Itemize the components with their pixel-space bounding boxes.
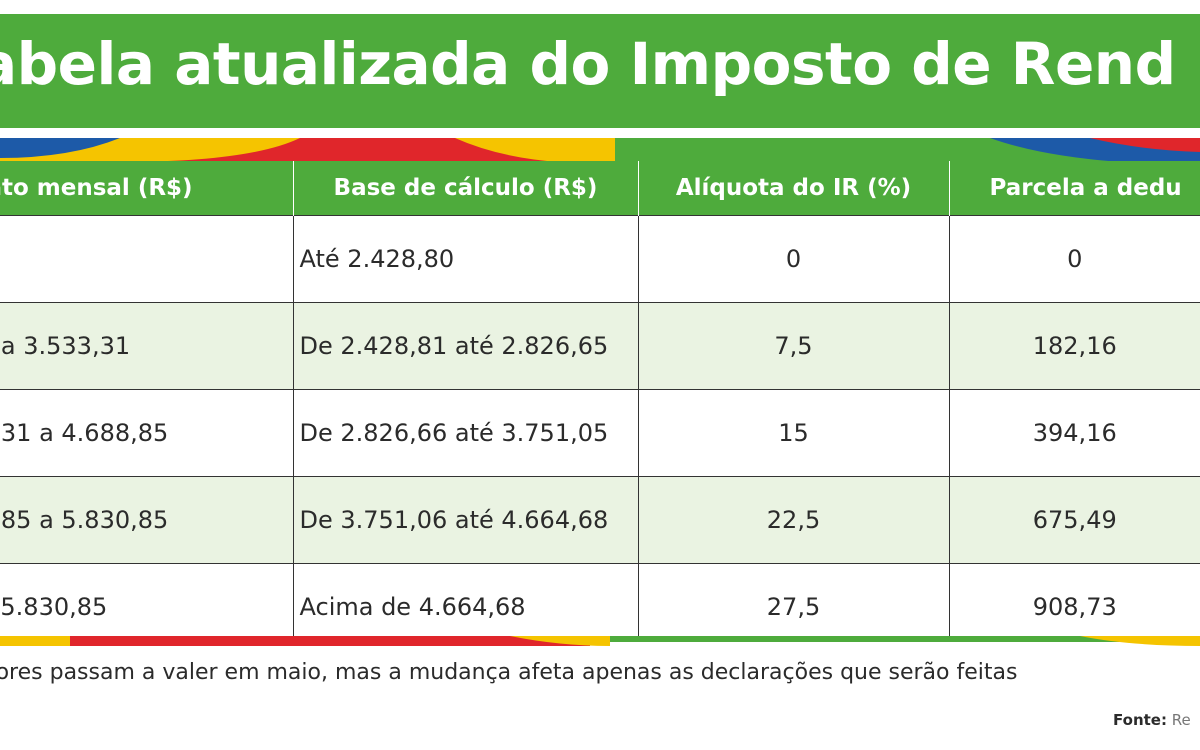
table-cell: De 2.826,66 até 3.751,05 <box>292 389 638 477</box>
table-cell: 908,73 <box>948 563 1200 650</box>
table-cell: 6 a 3.533,31 <box>0 302 293 390</box>
table-cell: 22,5 <box>637 476 949 564</box>
table-cell: 7,5 <box>637 302 949 390</box>
column-header-aliquota: Alíquota do IR (%) <box>637 161 949 216</box>
column-header-rendimento: ento mensal (R$) <box>0 161 293 216</box>
table-cell: 15 <box>637 389 949 477</box>
table-row: 6 Até 2.428,80 0 0 <box>0 215 1200 303</box>
column-header-base: Base de cálculo (R$) <box>292 161 638 216</box>
footnote: alores passam a valer em maio, mas a mud… <box>0 660 1018 685</box>
table-cell: 6 <box>0 215 293 303</box>
table-header-row: ento mensal (R$) Base de cálculo (R$) Al… <box>0 161 1200 216</box>
table-cell: 394,16 <box>948 389 1200 477</box>
tax-table-grid: ento mensal (R$) Base de cálculo (R$) Al… <box>0 161 1200 650</box>
table-cell: 27,5 <box>637 563 949 650</box>
source-value: Re <box>1171 711 1191 729</box>
table-cell: 675,49 <box>948 476 1200 564</box>
table-row: e 5.830,85 Acima de 4.664,68 27,5 908,73 <box>0 563 1200 650</box>
title-banner: abela atualizada do Imposto de Rend <box>0 14 1200 128</box>
table-cell: Acima de 4.664,68 <box>292 563 638 650</box>
table-cell: Até 2.428,80 <box>292 215 638 303</box>
source-label: Fonte: <box>1113 711 1167 729</box>
table-cell: 0 <box>948 215 1200 303</box>
table-row: 6 a 3.533,31 De 2.428,81 até 2.826,65 7,… <box>0 302 1200 390</box>
decorative-stripe-bottom <box>0 636 1200 652</box>
table-cell: 3,31 a 4.688,85 <box>0 389 293 477</box>
decorative-stripe-top <box>0 138 1200 162</box>
tax-table: ento mensal (R$) Base de cálculo (R$) Al… <box>0 161 1200 650</box>
table-row: 3,85 a 5.830,85 De 3.751,06 até 4.664,68… <box>0 476 1200 564</box>
page-title: abela atualizada do Imposto de Rend <box>0 30 1176 98</box>
table-cell: De 3.751,06 até 4.664,68 <box>292 476 638 564</box>
source-credit: Fonte: Re <box>1113 711 1191 729</box>
table-cell: 182,16 <box>948 302 1200 390</box>
column-header-parcela: Parcela a dedu <box>948 161 1200 216</box>
table-cell: e 5.830,85 <box>0 563 293 650</box>
table-cell: De 2.428,81 até 2.826,65 <box>292 302 638 390</box>
table-cell: 3,85 a 5.830,85 <box>0 476 293 564</box>
table-row: 3,31 a 4.688,85 De 2.826,66 até 3.751,05… <box>0 389 1200 477</box>
table-cell: 0 <box>637 215 949 303</box>
